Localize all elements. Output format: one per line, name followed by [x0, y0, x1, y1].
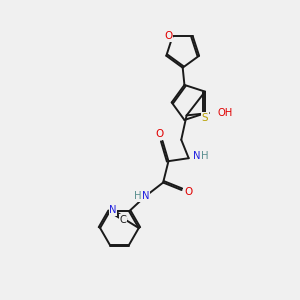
- Text: O: O: [184, 188, 192, 197]
- Text: S: S: [202, 113, 208, 123]
- Text: H: H: [134, 191, 141, 201]
- Text: H: H: [201, 152, 209, 161]
- Text: N: N: [193, 152, 201, 161]
- Text: N: N: [109, 205, 117, 215]
- Text: OH: OH: [218, 108, 233, 118]
- Text: O: O: [155, 129, 164, 140]
- Text: C: C: [120, 215, 126, 225]
- Text: O: O: [165, 32, 173, 41]
- Text: N: N: [142, 191, 149, 201]
